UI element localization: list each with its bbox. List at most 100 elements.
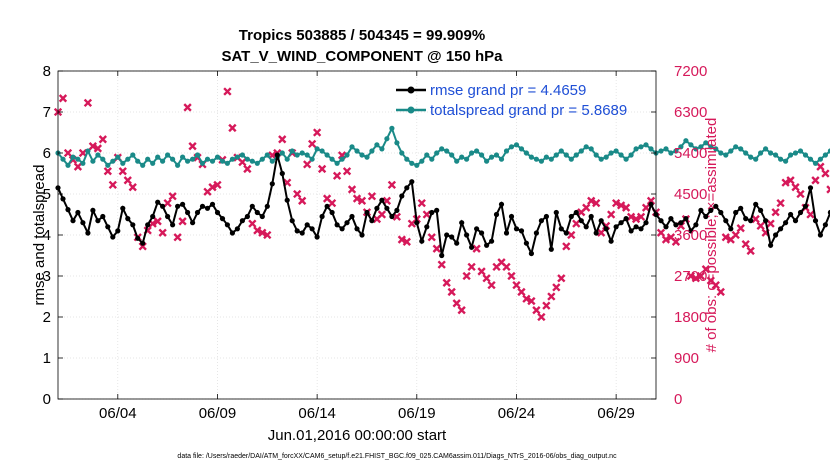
- obs-point: [213, 180, 222, 190]
- data-point: [613, 224, 619, 230]
- x-tick-label: 06/19: [398, 405, 436, 422]
- y-axis-label: rmse and totalspread: [31, 165, 48, 306]
- data-point: [708, 144, 714, 150]
- data-point: [165, 152, 171, 158]
- data-point: [788, 211, 794, 218]
- obs-point: [397, 235, 406, 244]
- data-point: [65, 207, 71, 213]
- data-point: [414, 220, 420, 226]
- obs-point: [766, 219, 775, 228]
- obs-point: [422, 210, 431, 219]
- legend-marker-totalspread: [407, 106, 415, 114]
- data-point: [125, 216, 131, 222]
- data-point: [588, 213, 594, 220]
- data-point: [319, 148, 325, 154]
- data-point: [95, 218, 101, 224]
- data-point: [284, 156, 290, 162]
- obs-point: [417, 198, 426, 208]
- data-point: [773, 232, 779, 238]
- y-right-tick-label: 5400: [674, 145, 707, 162]
- obs-point: [173, 233, 182, 242]
- data-point: [593, 230, 599, 236]
- data-point: [374, 205, 380, 211]
- obs-point: [332, 171, 342, 180]
- y-tick-label: 8: [43, 63, 51, 80]
- obs-point: [317, 164, 327, 174]
- data-point: [404, 156, 410, 162]
- data-point: [618, 220, 624, 226]
- y-right-axis-label: # of obs: o=possible; ×=assimilated: [703, 118, 720, 353]
- obs-point: [118, 167, 127, 176]
- data-point: [155, 199, 161, 205]
- data-point: [678, 220, 684, 226]
- data-point: [364, 154, 370, 160]
- data-point: [234, 154, 240, 160]
- data-point: [484, 242, 490, 248]
- data-point: [334, 160, 340, 166]
- data-point: [593, 152, 599, 158]
- data-point: [409, 160, 415, 166]
- data-point: [389, 125, 395, 131]
- data-point: [802, 203, 809, 209]
- obs-point: [108, 180, 117, 190]
- obs-point: [716, 287, 725, 297]
- data-point: [688, 228, 694, 234]
- data-point: [673, 148, 679, 154]
- data-point: [493, 211, 500, 218]
- data-point: [454, 158, 460, 164]
- legend-label-rmse: rmse grand pr = 4.4659: [430, 82, 586, 99]
- data-point: [419, 238, 425, 244]
- data-point: [603, 226, 609, 232]
- obs-point: [352, 194, 362, 203]
- data-point: [100, 213, 106, 220]
- bottom-axis: 06/04 06/09 06/14 06/19 06/24 06/29: [99, 71, 635, 422]
- data-point: [80, 160, 86, 166]
- obs-point: [223, 87, 232, 96]
- obs-point: [522, 294, 531, 303]
- data-point: [797, 148, 804, 154]
- obs-point: [367, 192, 377, 201]
- obs-point: [776, 198, 785, 208]
- data-point: [364, 209, 370, 216]
- data-point: [778, 226, 784, 232]
- data-point: [464, 156, 470, 162]
- data-point: [718, 209, 724, 216]
- obs-point: [158, 228, 167, 237]
- data-point: [170, 156, 176, 162]
- y-right-tick-label: 1800: [674, 309, 707, 326]
- data-point: [339, 226, 345, 232]
- data-point: [583, 144, 589, 150]
- data-point: [464, 232, 470, 238]
- obs-point: [312, 128, 322, 137]
- obs-point: [467, 262, 476, 272]
- data-point: [822, 222, 829, 228]
- obs-point: [58, 94, 68, 103]
- data-point: [135, 235, 141, 241]
- obs-point: [517, 287, 526, 297]
- data-point: [698, 207, 704, 213]
- obs-point: [736, 224, 745, 233]
- data-point: [548, 156, 554, 162]
- data-point: [369, 148, 375, 154]
- data-point: [643, 142, 649, 148]
- data-point: [324, 152, 330, 158]
- obs-point: [477, 267, 486, 276]
- obs-point: [791, 183, 800, 192]
- data-point: [713, 146, 719, 152]
- data-point: [369, 218, 375, 224]
- data-point: [145, 156, 151, 162]
- data-point: [479, 152, 485, 158]
- data-point: [763, 218, 769, 224]
- obs-point: [377, 210, 387, 219]
- series-lines: [55, 125, 830, 259]
- data-point: [374, 142, 380, 148]
- data-point: [623, 216, 629, 222]
- data-point: [768, 150, 774, 156]
- data-point: [538, 218, 545, 224]
- data-point: [523, 150, 530, 156]
- data-point: [568, 156, 574, 162]
- y-right-tick-label: 6300: [674, 104, 707, 121]
- data-point: [658, 148, 664, 154]
- data-point: [160, 203, 166, 209]
- data-point: [563, 230, 569, 236]
